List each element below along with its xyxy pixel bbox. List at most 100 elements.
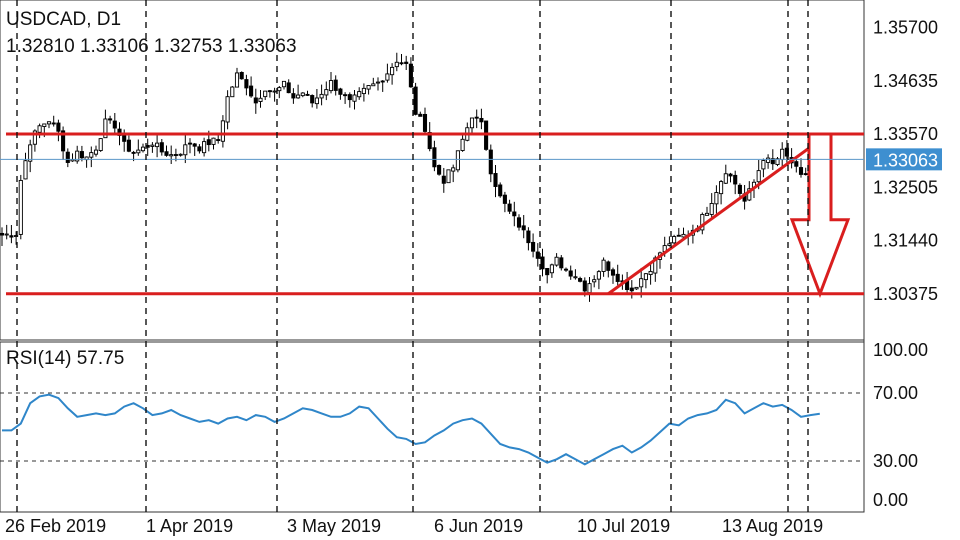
- candle-body: [93, 149, 99, 155]
- candle-body: [559, 257, 564, 269]
- candle-body: [498, 184, 503, 197]
- candle-body: [155, 142, 160, 148]
- candle-body: [704, 212, 710, 216]
- candle-body: [310, 95, 315, 104]
- candle-body: [89, 152, 94, 158]
- candle-body: [427, 132, 432, 150]
- candle-body: [629, 287, 634, 292]
- candle-body: [324, 89, 329, 96]
- candle-body: [512, 211, 517, 217]
- candle-body: [79, 151, 84, 159]
- current-price-label-bg: [866, 148, 942, 171]
- candle-body: [502, 194, 507, 204]
- candle-body: [563, 268, 569, 271]
- rsi-title: RSI(14) 57.75: [6, 348, 125, 369]
- candle-body: [211, 137, 216, 145]
- candle-body: [460, 138, 465, 151]
- candle-body: [28, 144, 33, 162]
- candle-body: [784, 147, 789, 157]
- candle-body: [610, 269, 616, 276]
- candle-body: [169, 154, 174, 157]
- candle-body: [352, 94, 357, 102]
- candle-body: [780, 148, 785, 161]
- candle-body: [112, 120, 117, 129]
- candle-body: [65, 151, 70, 163]
- candle-body: [719, 181, 724, 195]
- candle-body: [408, 63, 413, 88]
- candle-body: [733, 174, 738, 185]
- candle-body: [578, 278, 583, 282]
- candle-body: [263, 90, 268, 98]
- candle-body: [521, 225, 526, 231]
- price-panel: 1.35700 1.34635 1.33570 1.32505 1.31440 1.303…: [0, 0, 942, 512]
- date-tick-label: 13 Aug 2019: [722, 516, 823, 536]
- candle-body: [23, 160, 28, 180]
- candle-body: [230, 86, 235, 98]
- candle-body: [319, 93, 324, 99]
- candle-body: [267, 90, 272, 93]
- candle-body: [775, 158, 780, 165]
- price-tick-label: 1.32505: [873, 177, 938, 197]
- candle-body: [249, 85, 254, 97]
- candle-body: [206, 139, 211, 146]
- candle-body: [798, 167, 804, 175]
- date-axis-labels: 26 Feb 2019 1 Apr 2019 3 May 2019 6 Jun 201…: [5, 516, 823, 536]
- candle-body: [404, 61, 409, 64]
- candle-body: [714, 192, 719, 205]
- candle-body: [761, 160, 766, 170]
- candle-body: [615, 273, 620, 282]
- candle-body: [728, 173, 733, 177]
- candle-body: [540, 256, 545, 270]
- candle-body: [422, 113, 428, 132]
- rsi-series: [2, 393, 820, 466]
- current-price-label: 1.33063: [873, 150, 938, 170]
- candle-body: [803, 173, 808, 176]
- candle-body: [103, 118, 108, 139]
- candle-body: [371, 83, 376, 87]
- candle-body: [18, 180, 23, 235]
- candle-body: [413, 86, 418, 115]
- candle-body: [756, 170, 761, 183]
- candle-body: [531, 241, 536, 252]
- candle-body: [357, 91, 362, 98]
- candle-body: [51, 122, 56, 125]
- candle-body: [253, 97, 258, 104]
- candle-body: [108, 118, 113, 121]
- candle-body: [676, 234, 681, 237]
- candle-body: [516, 217, 522, 228]
- candle-body: [700, 214, 705, 231]
- candle-body: [507, 203, 512, 212]
- candle-body: [9, 235, 14, 238]
- candle-body: [239, 72, 244, 80]
- candle-body: [300, 92, 305, 97]
- candle-body: [643, 273, 648, 281]
- candle-body: [338, 88, 343, 95]
- candle-body: [225, 96, 230, 123]
- candle-body: [437, 164, 442, 175]
- candle-body: [32, 130, 37, 145]
- candle-body: [192, 143, 197, 147]
- candle-body: [592, 279, 597, 283]
- candle-body: [173, 154, 178, 156]
- candle-body: [526, 230, 531, 244]
- candle-body: [343, 94, 348, 97]
- candle-body: [394, 61, 399, 68]
- candle-body: [573, 276, 578, 279]
- candle-body: [601, 259, 606, 272]
- price-tick-label: 1.34635: [873, 71, 938, 91]
- ohlc-readout: 1.32810 1.33106 1.32753 1.33063: [6, 36, 297, 57]
- annotation-overlays: [6, 132, 864, 298]
- candle-body: [0, 232, 5, 236]
- date-tick-label: 6 Jun 2019: [434, 516, 523, 536]
- candle-body: [305, 93, 310, 96]
- candle-body: [187, 142, 193, 145]
- candle-body: [479, 117, 484, 123]
- candle-body: [286, 82, 291, 94]
- candle-body: [37, 125, 42, 133]
- candle-body: [390, 66, 395, 76]
- candle-body: [375, 81, 381, 84]
- candle-body: [258, 97, 263, 102]
- candle-body: [220, 120, 225, 142]
- candle-body: [554, 256, 559, 266]
